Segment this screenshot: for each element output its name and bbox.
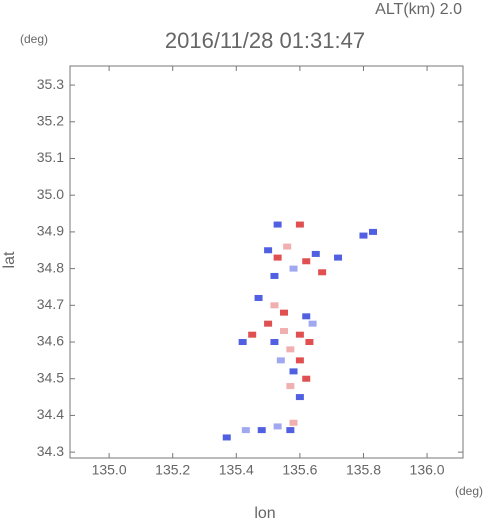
point xyxy=(279,309,288,316)
point xyxy=(273,423,282,430)
point xyxy=(295,394,304,401)
point xyxy=(270,302,279,309)
point xyxy=(295,331,304,338)
point xyxy=(270,339,279,346)
point xyxy=(264,320,273,327)
x-tick-label: 135.4 xyxy=(219,462,254,478)
point xyxy=(273,254,282,261)
point xyxy=(308,320,317,327)
y-tick-label: 35.2 xyxy=(37,112,64,128)
x-axis-label: lon xyxy=(254,505,275,521)
point xyxy=(286,383,295,390)
point xyxy=(248,331,257,338)
point xyxy=(222,434,231,441)
point xyxy=(264,247,273,254)
y-tick-label: 34.7 xyxy=(37,296,64,312)
y-tick-label: 35.3 xyxy=(37,76,64,92)
point xyxy=(270,272,279,279)
x-tick-label: 135.6 xyxy=(282,462,317,478)
point xyxy=(289,265,298,272)
point xyxy=(289,419,298,426)
y-tick-label: 34.8 xyxy=(37,259,64,275)
point xyxy=(295,357,304,364)
subtitle: ALT(km) 2.0 xyxy=(375,1,462,18)
y-tick-label: 34.6 xyxy=(37,333,64,349)
x-unit: (deg) xyxy=(455,484,483,498)
point xyxy=(369,228,378,235)
y-unit: (deg) xyxy=(20,32,48,46)
point xyxy=(359,232,368,239)
plot-frame xyxy=(69,65,464,459)
x-tick-label: 136.0 xyxy=(410,462,445,478)
y-tick-label: 34.9 xyxy=(37,223,64,239)
point xyxy=(289,368,298,375)
point xyxy=(276,357,285,364)
point xyxy=(302,258,311,265)
point xyxy=(273,221,282,228)
point xyxy=(257,427,266,434)
y-tick-label: 35.1 xyxy=(37,149,64,165)
y-axis-label: lat xyxy=(1,251,18,268)
point xyxy=(238,339,247,346)
point xyxy=(295,221,304,228)
point xyxy=(305,339,314,346)
x-tick-label: 135.2 xyxy=(155,462,190,478)
x-tick-label: 135.8 xyxy=(346,462,381,478)
point xyxy=(286,346,295,353)
point xyxy=(286,427,295,434)
point xyxy=(318,269,327,276)
point xyxy=(302,375,311,382)
point xyxy=(334,254,343,261)
point xyxy=(311,250,320,257)
point xyxy=(254,294,263,301)
y-tick-label: 35.0 xyxy=(37,186,64,202)
point xyxy=(302,313,311,320)
point xyxy=(241,427,250,434)
point xyxy=(279,328,288,335)
x-tick-label: 135.0 xyxy=(92,462,127,478)
chart-title: 2016/11/28 01:31:47 xyxy=(165,28,365,53)
point xyxy=(283,243,292,250)
y-tick-label: 34.5 xyxy=(37,369,64,385)
y-tick-label: 34.4 xyxy=(37,406,64,422)
y-tick-label: 34.3 xyxy=(37,443,64,459)
